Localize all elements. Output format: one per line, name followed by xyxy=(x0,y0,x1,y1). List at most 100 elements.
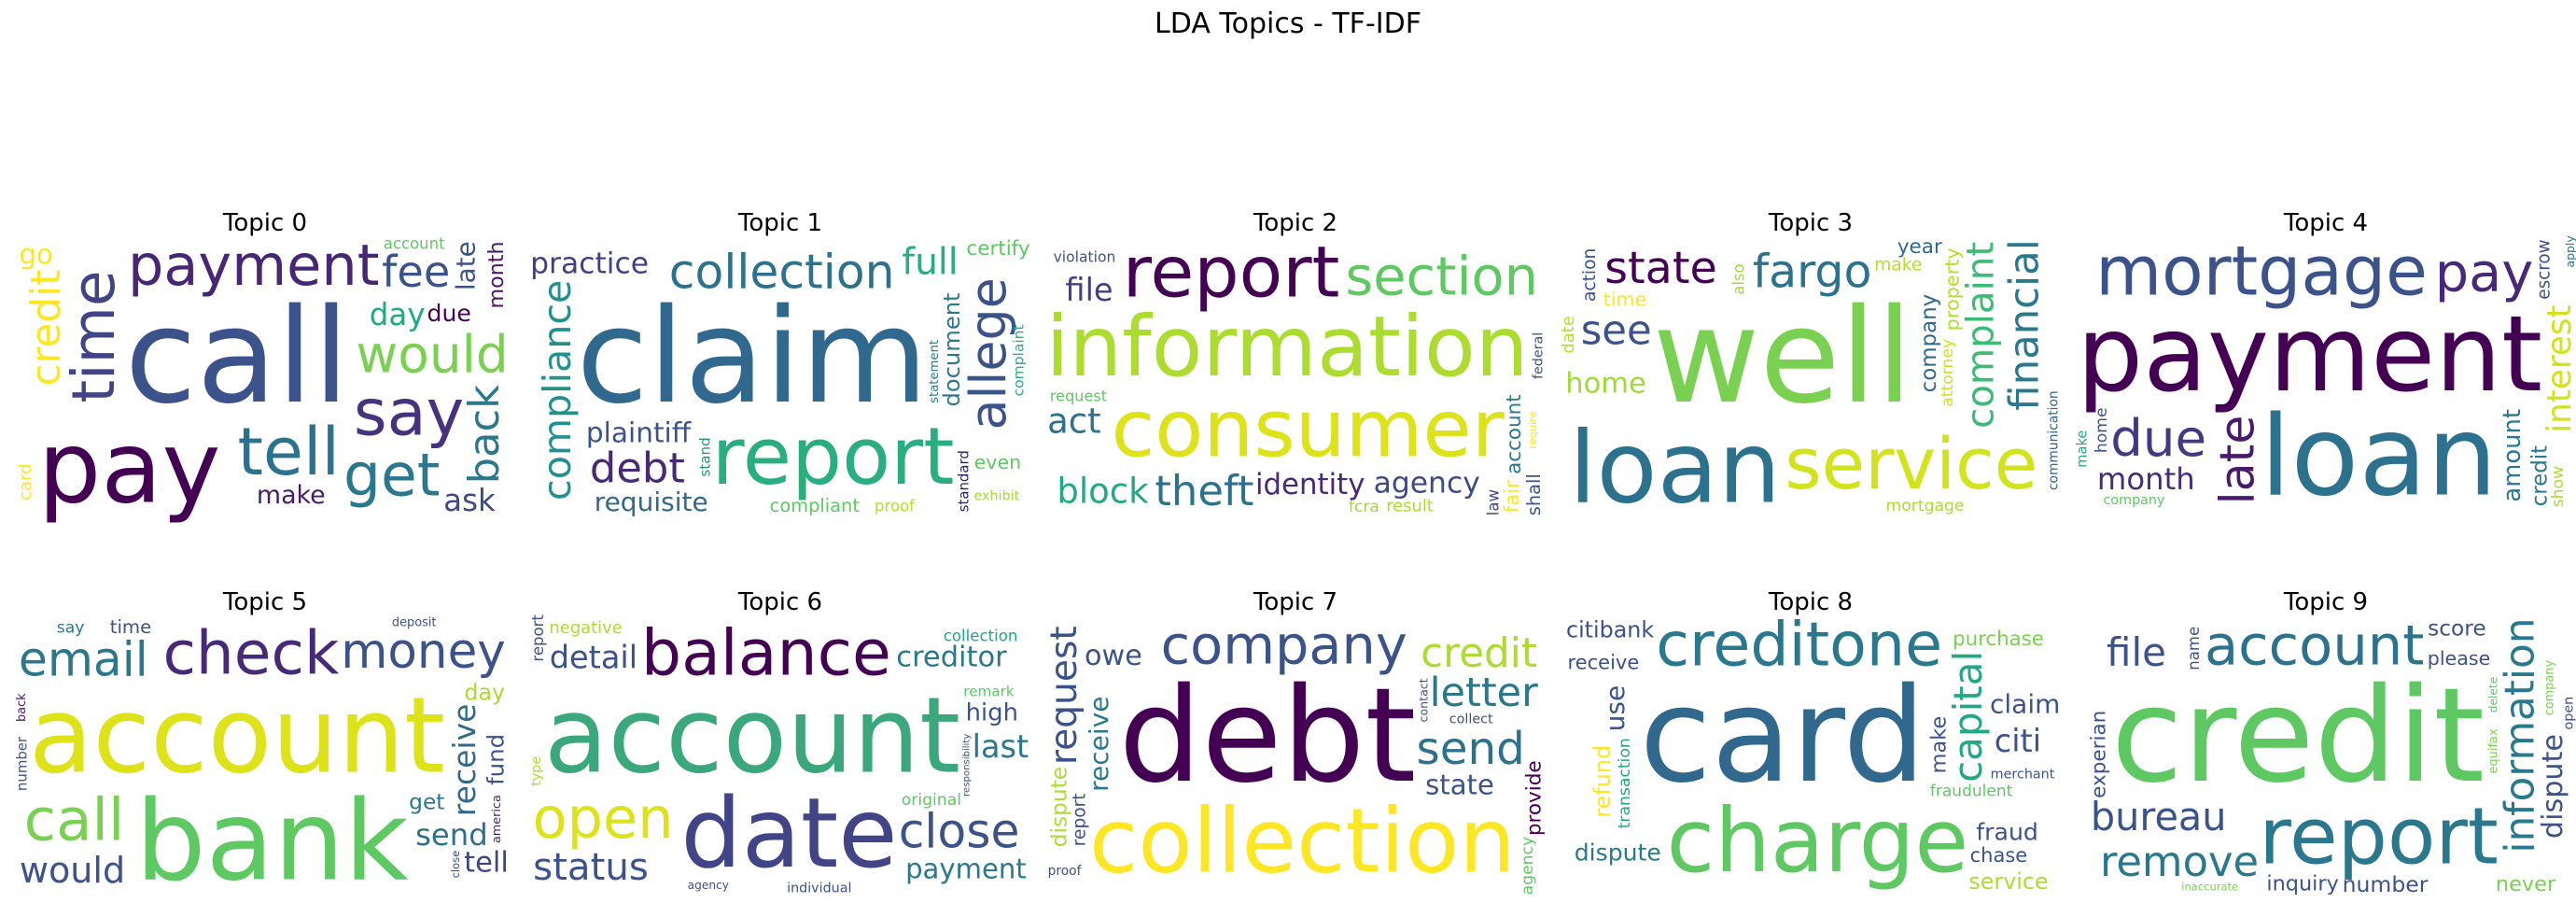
word-capital: capital xyxy=(1945,651,1991,783)
word-full: full xyxy=(902,241,958,283)
word-allege: allege xyxy=(959,277,1017,430)
word-complaint: complaint xyxy=(1959,242,2003,429)
word-violation: violation xyxy=(1054,248,1116,265)
word-month: month xyxy=(484,241,509,308)
panel-title: Topic 3 xyxy=(1768,209,1854,237)
word-back: back xyxy=(15,693,29,722)
word-equifax: equifax xyxy=(2487,728,2501,773)
word-company: company xyxy=(1161,614,1407,677)
word-back: back xyxy=(459,385,509,485)
word-date: date xyxy=(680,778,897,890)
word-last: last xyxy=(973,728,1029,765)
topic-panel-3: Topic 3 well loan service complaint fargo sta… xyxy=(1559,211,2063,527)
word-credit: credit xyxy=(22,270,70,387)
word-report: report xyxy=(2259,791,2499,882)
word-late: late xyxy=(451,241,482,290)
word-collection: collection xyxy=(669,245,895,300)
word-status: status xyxy=(533,845,649,889)
word-due: due xyxy=(2110,408,2206,468)
word-use: use xyxy=(1600,685,1631,732)
word-pay: pay xyxy=(38,411,221,527)
word-negative: negative xyxy=(549,618,622,638)
word-open: open xyxy=(2562,697,2576,730)
word-property: property xyxy=(1941,247,1964,331)
word-name: name xyxy=(2185,627,2203,670)
word-home: home xyxy=(2093,407,2111,453)
word-time: time xyxy=(1603,289,1647,311)
word-inaccurate: inaccurate xyxy=(2181,881,2238,894)
word-email: email xyxy=(19,632,148,687)
word-agency: agency xyxy=(1519,837,1537,896)
word-day: day xyxy=(370,297,426,332)
word-year: year xyxy=(1897,235,1942,259)
word-credit: credit xyxy=(2528,445,2553,506)
word-owe: owe xyxy=(1085,640,1142,672)
word-individual: individual xyxy=(787,882,851,896)
word-dispute: dispute xyxy=(1047,767,1072,847)
word-receive: receive xyxy=(1084,697,1114,792)
word-purchase: purchase xyxy=(1953,628,2044,651)
word-fair: fair xyxy=(1501,480,1523,513)
word-experian: experian xyxy=(2087,711,2110,798)
word-tell: tell xyxy=(464,846,509,879)
word-report: report xyxy=(1123,231,1340,314)
word-company: company xyxy=(2104,493,2165,508)
word-information: information xyxy=(2496,618,2543,854)
word-proof: proof xyxy=(1048,864,1083,879)
word-america: america xyxy=(490,795,504,843)
word-close: close xyxy=(449,851,462,879)
word-get: get xyxy=(409,790,444,815)
word-account: account xyxy=(544,676,960,797)
word-even: even xyxy=(974,451,1022,473)
word-file: file xyxy=(1065,272,1113,308)
word-shall: shall xyxy=(1523,473,1545,515)
word-require: require xyxy=(1526,411,1539,449)
word-payment: payment xyxy=(128,233,380,299)
word-mortgage: mortgage xyxy=(2095,233,2428,312)
word-balance: balance xyxy=(641,616,891,690)
word-report: report xyxy=(1071,793,1090,846)
word-dispute: dispute xyxy=(1575,839,1661,867)
word-theft: theft xyxy=(1155,466,1253,515)
word-agency: agency xyxy=(688,879,729,892)
word-would: would xyxy=(356,325,508,385)
word-account: account xyxy=(1503,394,1526,474)
word-information: information xyxy=(1045,299,1528,396)
word-account: account xyxy=(29,676,445,797)
word-close: close xyxy=(899,803,1020,858)
word-provide: provide xyxy=(1523,760,1547,836)
word-get: get xyxy=(343,442,440,510)
word-report: report xyxy=(712,411,955,503)
word-time: time xyxy=(60,270,128,402)
panel-title: Topic 8 xyxy=(1768,588,1854,616)
topic-panel-8: Topic 8 card charge creditone capital disput… xyxy=(1559,590,2063,897)
word-late: late xyxy=(2209,416,2264,505)
word-merchant: merchant xyxy=(1991,768,2055,783)
word-amount: amount xyxy=(2499,409,2527,502)
word-date: date xyxy=(1559,316,1578,353)
word-requisite: requisite xyxy=(595,487,708,517)
word-month: month xyxy=(2097,461,2195,497)
word-attorney: attorney xyxy=(1939,339,1957,407)
panel-title: Topic 7 xyxy=(1253,588,1338,616)
word-also: also xyxy=(1730,263,1748,294)
word-service: service xyxy=(1785,423,2037,505)
word-make: make xyxy=(1874,255,1922,275)
word-apply: apply xyxy=(2563,235,2576,267)
word-report: report xyxy=(529,614,547,662)
word-claim: claim xyxy=(1990,689,2060,720)
word-say: say xyxy=(57,618,85,637)
word-identity: identity xyxy=(1255,468,1365,501)
word-federal: federal xyxy=(1532,332,1547,379)
word-original: original xyxy=(902,791,961,810)
word-number: number xyxy=(2343,871,2429,897)
word-never: never xyxy=(2496,872,2556,896)
word-please: please xyxy=(2428,647,2490,670)
word-letter: letter xyxy=(1430,670,1539,716)
word-compliant: compliant xyxy=(770,495,861,516)
